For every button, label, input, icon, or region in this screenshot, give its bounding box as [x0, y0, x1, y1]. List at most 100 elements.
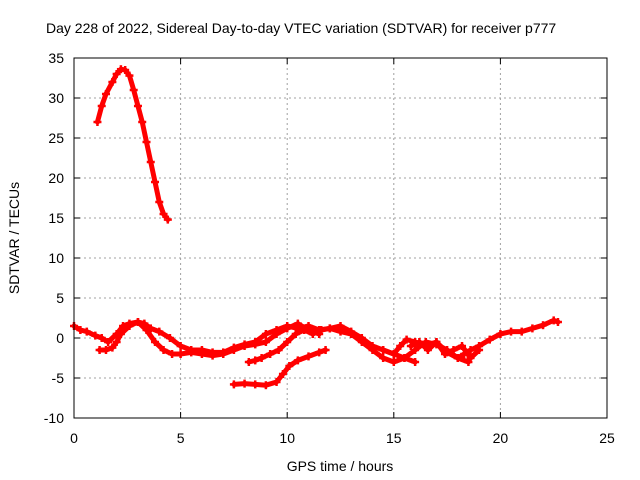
- data-point: [142, 138, 151, 146]
- data-point: [357, 338, 366, 346]
- data-point: [133, 102, 142, 110]
- x-tick-labels: 0 5 10 15 20 25: [70, 430, 615, 446]
- data-point: [528, 324, 537, 333]
- data-point: [272, 330, 281, 338]
- data-point: [168, 350, 177, 358]
- data-point: [146, 158, 155, 166]
- data-point: [261, 381, 270, 390]
- data-point: [197, 350, 206, 358]
- data-point: [449, 346, 458, 354]
- data-point: [176, 342, 185, 350]
- x-tick-label: 5: [177, 430, 185, 446]
- data-point: [108, 78, 117, 86]
- data-point: [336, 327, 345, 336]
- data-point: [293, 319, 302, 328]
- data-point: [274, 346, 283, 354]
- y-tick-label: 30: [48, 90, 64, 106]
- data-point: [379, 354, 388, 362]
- data-point: [317, 326, 326, 334]
- data-point: [406, 342, 415, 350]
- data-point: [257, 354, 266, 362]
- data-point: [396, 342, 405, 350]
- data-point: [285, 362, 294, 370]
- data-point: [251, 340, 260, 349]
- data-point: [163, 215, 172, 224]
- data-point: [91, 331, 100, 340]
- data-point: [240, 379, 249, 388]
- data-point: [229, 380, 238, 389]
- data-point: [389, 350, 398, 358]
- data-point: [133, 318, 142, 326]
- y-tick-labels: -10 -5 0 5 10 15 20 25 30 35: [44, 50, 64, 426]
- data-point: [272, 378, 281, 386]
- data-point: [159, 210, 168, 218]
- data-point: [304, 352, 313, 361]
- plot-area-frame: [73, 57, 608, 419]
- data-point: [97, 102, 106, 110]
- data-point: [121, 66, 130, 74]
- x-tick-label: 10: [279, 430, 295, 446]
- data-point: [187, 348, 196, 357]
- data-point: [266, 350, 275, 358]
- data-point: [151, 178, 160, 186]
- data-point: [415, 338, 424, 346]
- data-point: [517, 327, 526, 336]
- series-arc-high: [93, 65, 172, 224]
- data-point: [315, 348, 324, 357]
- data-point: [155, 198, 164, 206]
- data-point: [219, 350, 228, 358]
- data-point: [261, 330, 270, 338]
- y-axis-label: SDTVAR / TECUs: [6, 182, 22, 294]
- data-point: [458, 342, 467, 350]
- x-tick-label: 20: [493, 430, 509, 446]
- data-point: [165, 334, 174, 342]
- data-point: [293, 356, 302, 365]
- data-point: [308, 330, 317, 338]
- data-point: [507, 327, 516, 336]
- data-point: [549, 316, 558, 325]
- data-point: [400, 354, 409, 362]
- data-point: [125, 322, 134, 330]
- data-point: [251, 356, 260, 365]
- data-point: [485, 335, 494, 344]
- data-point: [138, 118, 147, 126]
- data-point: [402, 335, 411, 344]
- data-point: [93, 118, 102, 126]
- x-tick-label: 15: [386, 430, 402, 446]
- data-point: [411, 346, 420, 354]
- y-tick-label: 5: [56, 290, 64, 306]
- data-point: [411, 358, 420, 366]
- grid-lines: [74, 58, 607, 418]
- data-point: [496, 330, 505, 338]
- data-point: [432, 338, 441, 346]
- data-point: [129, 86, 138, 94]
- data-point: [379, 346, 388, 354]
- y-tick-label: 10: [48, 250, 64, 266]
- data-point: [325, 324, 334, 333]
- data-point: [97, 334, 106, 342]
- data-layer: [70, 65, 562, 390]
- x-tick-label: 25: [599, 430, 615, 446]
- data-point: [368, 346, 377, 354]
- data-point: [112, 70, 121, 78]
- y-tick-label: 35: [48, 50, 64, 66]
- y-tick-label: 25: [48, 130, 64, 146]
- data-point: [82, 327, 91, 336]
- data-point: [104, 338, 113, 346]
- x-axis-label: GPS time / hours: [287, 458, 394, 474]
- data-point: [539, 321, 548, 330]
- data-point: [283, 324, 292, 333]
- data-point: [440, 350, 449, 358]
- data-point: [101, 346, 110, 354]
- data-point: [151, 338, 160, 346]
- data-point: [76, 326, 85, 334]
- data-point: [300, 326, 309, 334]
- data-point: [229, 346, 238, 354]
- y-tick-label: -5: [52, 370, 65, 386]
- data-point: [453, 354, 462, 362]
- data-point: [423, 346, 432, 354]
- data-point: [240, 342, 249, 350]
- data-point: [159, 346, 168, 354]
- data-point: [347, 330, 356, 338]
